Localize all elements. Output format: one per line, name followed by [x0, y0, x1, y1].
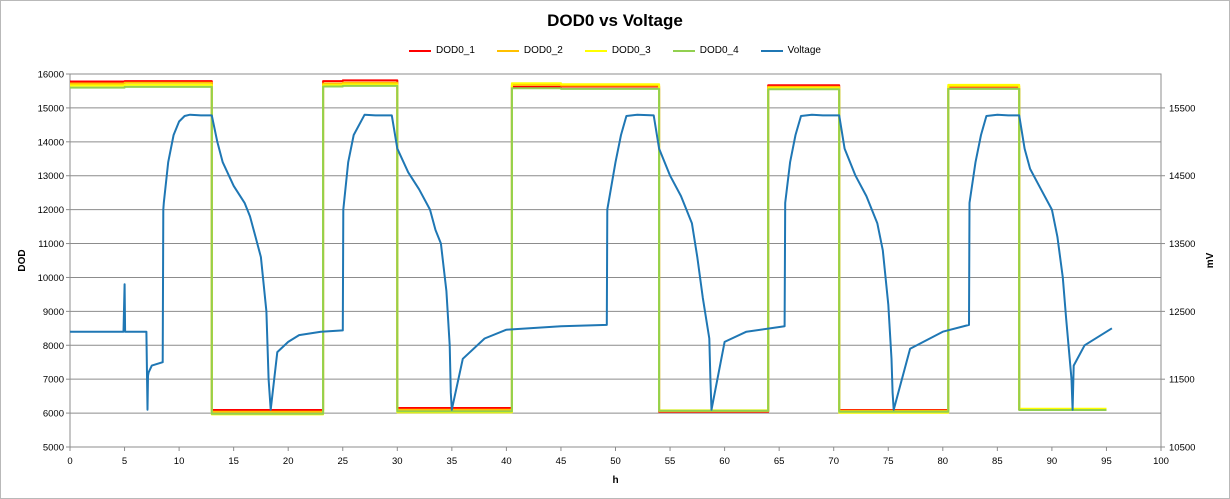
y-left-tick-label: 12000 — [38, 205, 64, 216]
series-line-dod0_1 — [70, 79, 1107, 413]
x-tick-label: 70 — [828, 456, 839, 467]
legend-label: DOD0_4 — [699, 45, 739, 56]
y-right-tick-label: 14500 — [1169, 171, 1195, 182]
x-tick-label: 40 — [501, 456, 512, 467]
x-axis-title: h — [612, 475, 618, 486]
legend-swatch — [496, 49, 519, 52]
legend-item: DOD0_3 — [584, 45, 651, 56]
y-right-tick-label: 13500 — [1169, 239, 1195, 250]
legend-label: Voltage — [787, 45, 821, 56]
x-tick-label: 0 — [67, 456, 72, 467]
y-left-tick-label: 6000 — [43, 409, 64, 420]
x-tick-label: 90 — [1047, 456, 1058, 467]
x-tick-label: 95 — [1101, 456, 1112, 467]
y-left-tick-label: 10000 — [38, 273, 64, 284]
x-tick-label: 80 — [938, 456, 949, 467]
y-left-tick-label: 11000 — [38, 239, 64, 250]
legend-label: DOD0_3 — [611, 45, 651, 56]
legend-label: DOD0_1 — [436, 45, 475, 56]
legend: DOD0_1 DOD0_2 DOD0_3 DOD0_4 Voltage — [1, 45, 1229, 56]
y-right-tick-label: 10500 — [1169, 443, 1195, 454]
series-line-voltage — [70, 113, 1113, 411]
x-tick-label: 15 — [228, 456, 239, 467]
x-tick-label: 55 — [665, 456, 676, 467]
y-left-tick-label: 7000 — [43, 375, 64, 386]
y-left-tick-label: 14000 — [38, 137, 64, 148]
y-right-tick-label: 11500 — [1169, 375, 1195, 386]
legend-item: Voltage — [760, 45, 821, 56]
x-tick-label: 30 — [392, 456, 403, 467]
y-right-axis-title: mV — [1205, 252, 1216, 268]
x-tick-label: 85 — [992, 456, 1003, 467]
chart-title: DOD0 vs Voltage — [547, 11, 683, 30]
plot-area-border — [69, 73, 1162, 448]
legend-item: DOD0_2 — [496, 45, 563, 56]
legend-swatch — [409, 49, 431, 52]
legend-swatch — [760, 49, 783, 52]
x-tick-label: 35 — [447, 456, 458, 467]
x-tick-label: 5 — [122, 456, 127, 467]
legend-label: DOD0_2 — [523, 45, 563, 56]
x-tick-label: 45 — [556, 456, 567, 467]
y-left-tick-label: 9000 — [43, 307, 64, 318]
legend-item: DOD0_1 — [409, 45, 475, 56]
y-right-tick-label: 12500 — [1169, 307, 1195, 318]
legend-swatch — [584, 49, 607, 52]
x-tick-label: 65 — [774, 456, 785, 467]
y-right-tick-label: 15500 — [1169, 103, 1195, 114]
y-left-tick-label: 15000 — [38, 103, 64, 114]
y-left-tick-label: 13000 — [38, 171, 64, 182]
x-tick-label: 60 — [719, 456, 730, 467]
y-left-tick-label: 16000 — [38, 70, 64, 81]
x-tick-label: 100 — [1153, 456, 1169, 467]
series-line-dod0_3 — [70, 82, 1107, 416]
series-line-dod0_4 — [70, 84, 1107, 415]
y-left-axis-title: DOD — [17, 249, 28, 271]
legend-item: DOD0_4 — [672, 45, 739, 56]
x-tick-label: 75 — [883, 456, 894, 467]
y-left-tick-label: 5000 — [43, 443, 64, 454]
x-tick-label: 20 — [283, 456, 294, 467]
x-tick-label: 10 — [174, 456, 185, 467]
x-tick-label: 25 — [337, 456, 348, 467]
x-tick-label: 50 — [610, 456, 621, 467]
series-line-dod0_2 — [70, 81, 1107, 413]
legend-swatch — [672, 49, 695, 52]
y-left-tick-label: 8000 — [43, 341, 64, 352]
